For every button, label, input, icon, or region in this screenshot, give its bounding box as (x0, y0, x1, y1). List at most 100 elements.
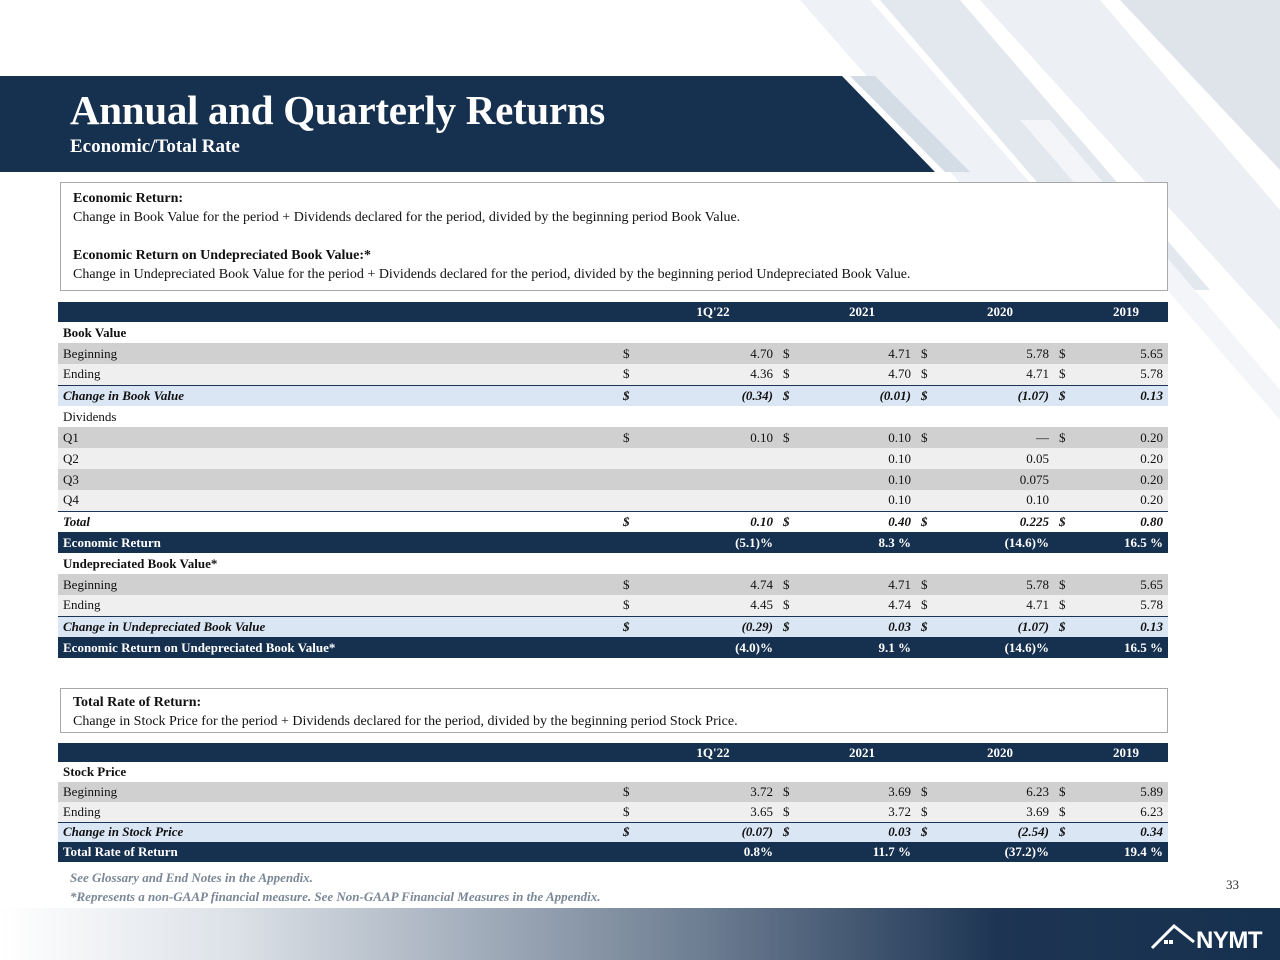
currency-cell: $ (916, 427, 946, 448)
value-cell: 4.71 (808, 343, 916, 364)
value-cell: 3.72 (648, 782, 778, 802)
column-header-2021: 2021 (808, 743, 916, 762)
section-label: Dividends (58, 406, 1168, 427)
column-header-2021: 2021 (808, 302, 916, 322)
economic-return-row: Economic Return (5.1)% 8.3 % (14.6)% 16.… (58, 532, 1168, 553)
value-cell (648, 490, 778, 511)
value-cell: 0.20 (1084, 448, 1168, 469)
undepreciated-return-row: Economic Return on Undepreciated Book Va… (58, 637, 1168, 658)
column-header-2019: 2019 (1084, 302, 1168, 322)
currency-cell: $ (618, 615, 648, 637)
section-row-stock-price: Stock Price (58, 762, 1168, 782)
currency-cell: $ (778, 595, 808, 616)
table-header-row: 1Q'22 2021 2020 2019 (58, 743, 1168, 762)
row-label: Q4 (58, 490, 618, 511)
value-cell: 0.03 (808, 615, 916, 637)
value-cell: (0.34) (648, 384, 778, 406)
currency-cell (778, 448, 808, 469)
currency-cell: $ (778, 802, 808, 822)
currency-cell (618, 469, 648, 490)
currency-cell (1054, 448, 1084, 469)
value-cell: 4.71 (946, 364, 1054, 385)
currency-cell: $ (618, 364, 648, 385)
percent-cell: 11.7 % (808, 842, 916, 862)
percent-cell: 9.1 % (808, 637, 916, 658)
percent-cell: 16.5 % (1084, 532, 1168, 553)
row-label: Change in Book Value (58, 384, 618, 406)
section-row-book-value: Book Value (58, 322, 1168, 343)
total-rate-table: 1Q'22 2021 2020 2019 Stock Price Beginni… (58, 743, 1168, 862)
row-label: Total (58, 510, 618, 532)
value-cell: 0.075 (946, 469, 1054, 490)
table-row: Beginning $ 4.70 $ 4.71 $ 5.78 $ 5.65 (58, 343, 1168, 364)
column-header-1q22: 1Q'22 (648, 743, 778, 762)
value-cell: 5.78 (946, 574, 1054, 595)
currency-cell: $ (916, 821, 946, 842)
dividends-total-row: Total $ 0.10 $ 0.40 $ 0.225 $ 0.80 (58, 510, 1168, 532)
column-header-2020: 2020 (946, 302, 1054, 322)
column-header-2019: 2019 (1084, 743, 1168, 762)
currency-cell (916, 490, 946, 511)
currency-cell (778, 469, 808, 490)
value-cell: 0.13 (1084, 615, 1168, 637)
table-row: Q3 0.10 0.075 0.20 (58, 469, 1168, 490)
value-cell: (0.01) (808, 384, 916, 406)
currency-cell: $ (778, 782, 808, 802)
value-cell: 0.34 (1084, 821, 1168, 842)
value-cell: 5.78 (946, 343, 1054, 364)
row-label: Total Rate of Return (58, 842, 618, 862)
currency-cell (778, 490, 808, 511)
value-cell: 4.45 (648, 595, 778, 616)
value-cell: — (946, 427, 1054, 448)
row-label: Beginning (58, 782, 618, 802)
currency-cell: $ (916, 802, 946, 822)
value-cell: 4.71 (946, 595, 1054, 616)
undepreciated-return-text: Change in Undepreciated Book Value for t… (73, 267, 911, 282)
value-cell: (2.54) (946, 821, 1054, 842)
page-title: Annual and Quarterly Returns (70, 87, 605, 133)
change-in-stock-price-row: Change in Stock Price $ (0.07) $ 0.03 $ … (58, 821, 1168, 842)
value-cell: 0.20 (1084, 427, 1168, 448)
value-cell: 0.10 (808, 427, 916, 448)
currency-cell: $ (618, 802, 648, 822)
value-cell: 0.80 (1084, 510, 1168, 532)
currency-cell (1054, 490, 1084, 511)
value-cell: 4.36 (648, 364, 778, 385)
currency-cell: $ (1054, 427, 1084, 448)
value-cell: (0.29) (648, 615, 778, 637)
currency-cell: $ (1054, 510, 1084, 532)
table-row: Ending $ 3.65 $ 3.72 $ 3.69 $ 6.23 (58, 802, 1168, 822)
table-row: Q2 0.10 0.05 0.20 (58, 448, 1168, 469)
currency-cell: $ (618, 595, 648, 616)
currency-cell: $ (1054, 364, 1084, 385)
percent-cell: 19.4 % (1084, 842, 1168, 862)
row-label: Q3 (58, 469, 618, 490)
currency-cell: $ (778, 510, 808, 532)
currency-cell: $ (916, 343, 946, 364)
percent-cell: 0.8% (648, 842, 778, 862)
value-cell: 0.20 (1084, 490, 1168, 511)
row-label: Q1 (58, 427, 618, 448)
percent-cell: (5.1)% (648, 532, 778, 553)
value-cell: 6.23 (1084, 802, 1168, 822)
value-cell: 0.10 (648, 427, 778, 448)
value-cell: 5.65 (1084, 343, 1168, 364)
currency-cell (618, 448, 648, 469)
value-cell: 0.10 (808, 448, 916, 469)
currency-cell: $ (618, 427, 648, 448)
row-label: Beginning (58, 343, 618, 364)
row-label: Economic Return (58, 532, 618, 553)
value-cell: 3.72 (808, 802, 916, 822)
percent-cell: (37.2)% (946, 842, 1054, 862)
currency-cell: $ (916, 574, 946, 595)
value-cell: 3.69 (946, 802, 1054, 822)
value-cell: 0.05 (946, 448, 1054, 469)
value-cell (648, 448, 778, 469)
value-cell: 5.89 (1084, 782, 1168, 802)
value-cell: 0.10 (946, 490, 1054, 511)
row-label: Q2 (58, 448, 618, 469)
currency-cell: $ (916, 510, 946, 532)
value-cell: 4.74 (808, 595, 916, 616)
table-row: Q1 $ 0.10 $ 0.10 $ — $ 0.20 (58, 427, 1168, 448)
currency-cell (1054, 469, 1084, 490)
